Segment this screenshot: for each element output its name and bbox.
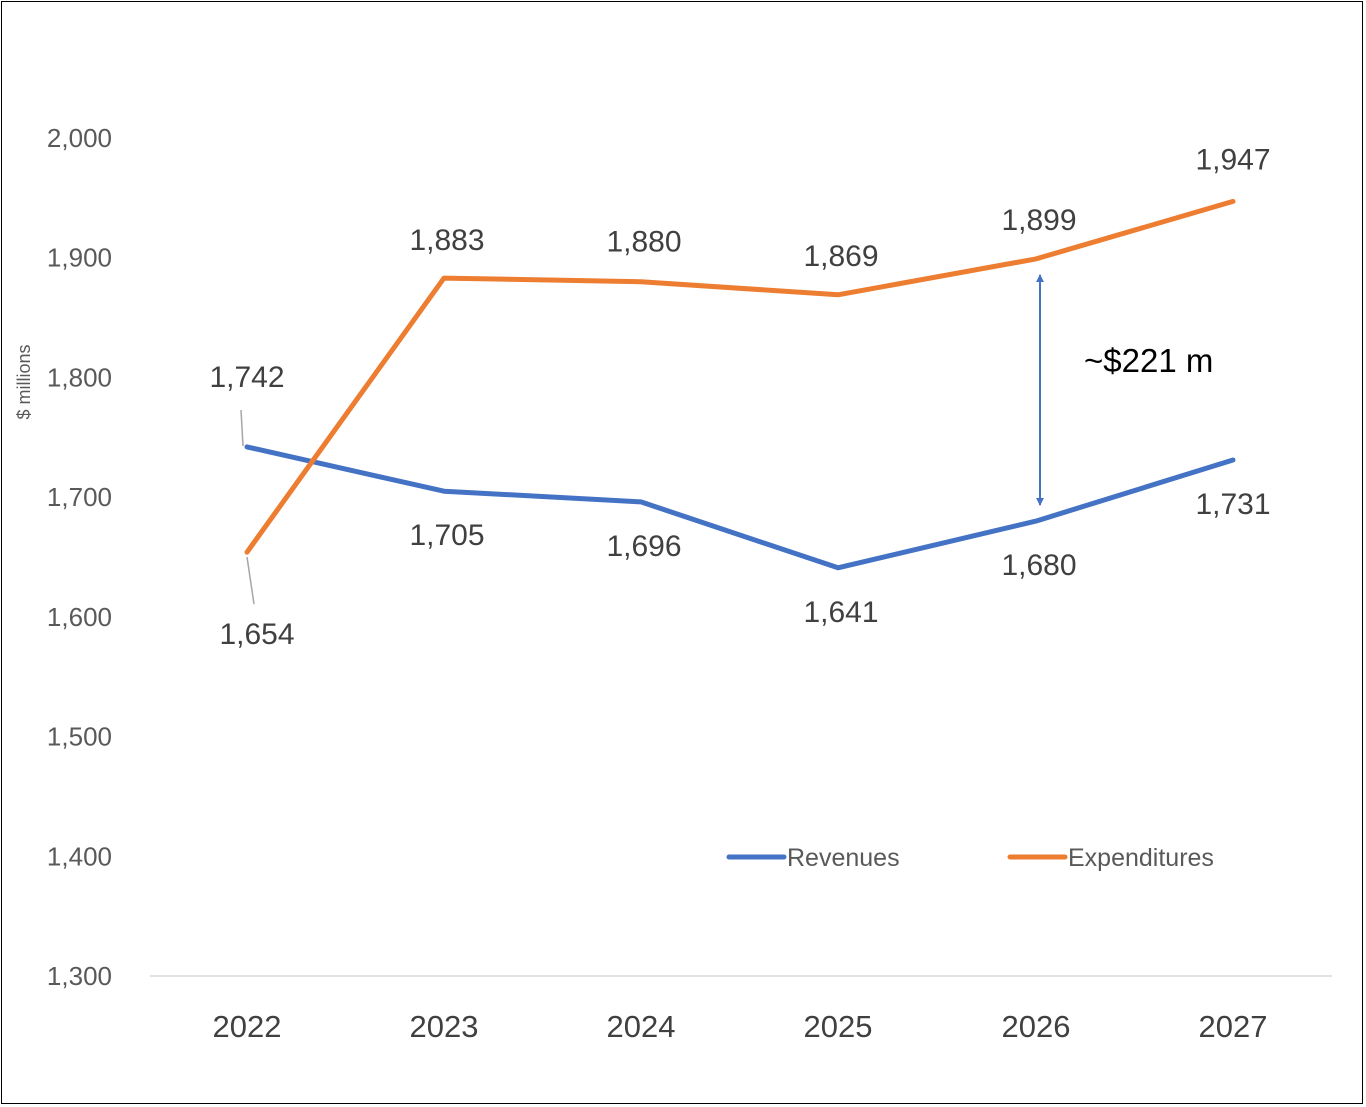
data-label-expenditures: 1,869 bbox=[803, 240, 878, 273]
data-label-revenues: 1,641 bbox=[803, 596, 878, 629]
legend-item-revenues: Revenues bbox=[726, 844, 900, 872]
y-tick-label: 1,700 bbox=[47, 482, 112, 512]
data-label-expenditures: 1,899 bbox=[1001, 204, 1076, 237]
x-tick-label: 2027 bbox=[1199, 1009, 1268, 1044]
data-label-expenditures: 1,880 bbox=[606, 226, 681, 259]
y-tick-label: 1,300 bbox=[47, 961, 112, 991]
data-label-revenues: 1,696 bbox=[606, 530, 681, 563]
y-tick-label: 1,400 bbox=[47, 841, 112, 871]
data-label-expenditures: 1,883 bbox=[409, 224, 484, 257]
series-line-expenditures bbox=[244, 198, 1236, 555]
data-label-expenditures: 1,654 bbox=[219, 618, 294, 651]
x-tick-label: 2026 bbox=[1002, 1009, 1071, 1044]
data-label-revenues: 1,742 bbox=[209, 361, 284, 394]
data-label-revenues: 1,680 bbox=[1001, 549, 1076, 582]
y-tick-label: 2,000 bbox=[47, 123, 112, 153]
legend-label: Expenditures bbox=[1068, 844, 1214, 872]
y-tick-label: 1,500 bbox=[47, 722, 112, 752]
legend-label: Revenues bbox=[787, 844, 900, 872]
data-label-revenues: 1,705 bbox=[409, 519, 484, 552]
y-tick-label: 1,600 bbox=[47, 602, 112, 632]
y-tick-label: 1,900 bbox=[47, 243, 112, 273]
series-line-revenues bbox=[244, 444, 1236, 571]
legend-item-expenditures: Expenditures bbox=[1007, 844, 1214, 872]
data-label-revenues: 1,731 bbox=[1195, 488, 1270, 521]
gap-annotation-label: ~$221 m bbox=[1084, 342, 1213, 379]
leader-line bbox=[246, 556, 255, 605]
y-tick-label: 1,800 bbox=[47, 362, 112, 392]
x-tick-label: 2025 bbox=[804, 1009, 873, 1044]
leader-line bbox=[240, 409, 244, 447]
x-tick-label: 2022 bbox=[213, 1009, 282, 1044]
data-label-expenditures: 1,947 bbox=[1195, 143, 1270, 176]
x-tick-label: 2023 bbox=[410, 1009, 479, 1044]
x-tick-label: 2024 bbox=[607, 1009, 676, 1044]
y-axis-label: $ millions bbox=[14, 344, 34, 419]
